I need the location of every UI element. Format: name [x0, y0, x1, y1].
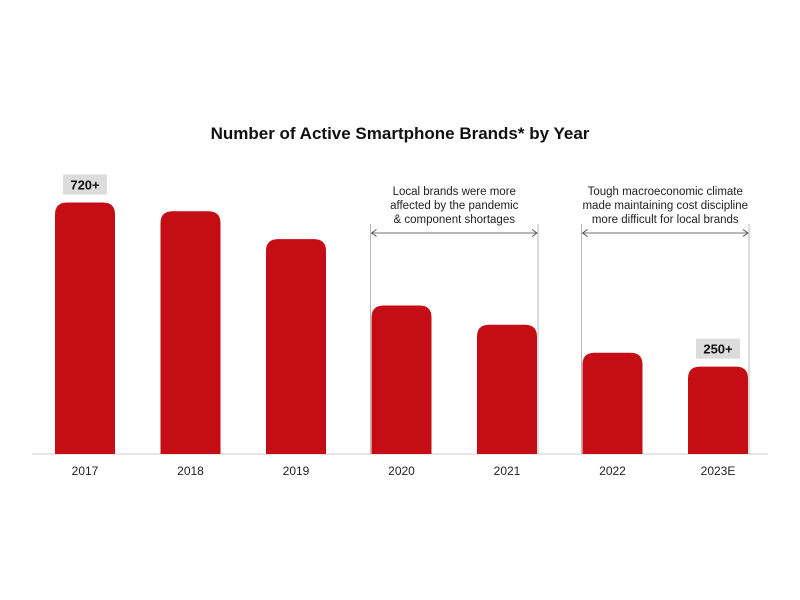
x-tick-2021: 2021 [494, 464, 521, 478]
callout-box [696, 338, 740, 359]
bar-2018 [160, 211, 221, 454]
callouts-layer: 720+ 250+ [63, 174, 740, 359]
x-tick-2020: 2020 [388, 464, 415, 478]
annotation-arrowhead-right [742, 229, 749, 237]
bar-2019 [266, 239, 326, 454]
x-tick-2019: 2019 [283, 464, 310, 478]
callout-label: 720+ [70, 177, 100, 192]
annotation-text-line: & component shortages [394, 214, 516, 226]
bar-2022 [582, 352, 643, 454]
annotation-text-line: Local brands were more [393, 186, 516, 198]
annotation-text-line: made maintaining cost discipline [582, 200, 748, 212]
bar-2023E [688, 366, 748, 454]
bar-2020 [371, 305, 432, 454]
x-tick-2023E: 2023E [701, 464, 736, 478]
x-tick-2018: 2018 [177, 464, 204, 478]
x-tick-labels: 2017 2018 2019 2020 2021 2022 2023E [72, 464, 736, 478]
annotation-text-line: affected by the pandemic [390, 200, 519, 212]
bar-2017 [55, 202, 115, 454]
annotation-text-line: Tough macroeconomic climate [588, 186, 743, 198]
annotation-arrowhead-left [370, 229, 377, 237]
bar-2021 [477, 324, 537, 454]
bars-layer [55, 202, 748, 454]
annotations-layer: Local brands were more affected by the pa… [370, 186, 750, 454]
chart-title: Number of Active Smartphone Brands* by Y… [211, 124, 590, 143]
annotation-arrowhead-right [531, 229, 538, 237]
callout-label: 250+ [703, 342, 733, 357]
annotation-arrowhead-left [581, 229, 588, 237]
x-tick-2017: 2017 [72, 464, 99, 478]
callout-box [63, 174, 107, 195]
x-tick-2022: 2022 [599, 464, 626, 478]
annotation-text-line: more difficult for local brands [592, 214, 739, 226]
